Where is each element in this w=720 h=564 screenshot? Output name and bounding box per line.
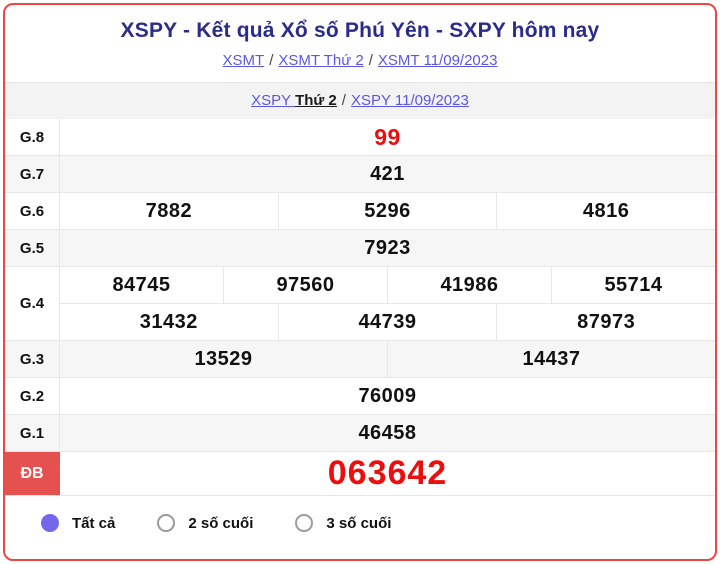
- prize-row-label: G.8: [5, 119, 60, 155]
- prize-row-g7: G.7 421: [5, 156, 715, 193]
- breadcrumb-link-xspy: XSPY: [251, 92, 291, 109]
- breadcrumb-separator: /: [368, 52, 373, 69]
- prize-row-g1: G.1 46458: [5, 415, 715, 452]
- prize-row-label: G.7: [5, 156, 60, 192]
- lottery-results-card: XSPY - Kết quả Xổ số Phú Yên - SXPY hôm …: [3, 3, 717, 561]
- prize-value: 7923: [364, 237, 411, 259]
- prize-row-label: G.1: [5, 415, 60, 451]
- breadcrumb-link-xspy-weekday[interactable]: XSPY Thứ 2: [251, 92, 337, 109]
- breadcrumb-link-xsmt-date[interactable]: XSMT 11/09/2023: [377, 52, 498, 69]
- prize-value: 76009: [358, 385, 417, 407]
- prize-value: 97560: [223, 267, 387, 303]
- prize-value: 31432: [139, 311, 198, 333]
- header: XSPY - Kết quả Xổ số Phú Yên - SXPY hôm …: [5, 5, 715, 69]
- prize-value: 4816: [496, 193, 715, 229]
- province-breadcrumb-band: XSPY Thứ 2/XSPY 11/09/2023: [5, 82, 715, 119]
- prize-row-label: G.4: [5, 267, 60, 340]
- prize-row-label: G.6: [5, 193, 60, 229]
- prize-row-label: G.2: [5, 378, 60, 414]
- breadcrumb-region: XSMT / XSMT Thứ 2/XSMT 11/09/2023: [5, 52, 715, 69]
- breadcrumb-link-xspy-date[interactable]: XSPY 11/09/2023: [350, 92, 469, 109]
- prize-value: 41986: [387, 267, 551, 303]
- breadcrumb-link-xsmt[interactable]: XSMT: [222, 52, 265, 69]
- filter-option-all[interactable]: Tất cả: [41, 514, 115, 532]
- prize-value: 421: [370, 163, 405, 185]
- prize-value: 5296: [277, 193, 497, 229]
- breadcrumb-weekday-label: Thứ 2: [295, 92, 337, 109]
- prize-row-g3: G.3 13529 14437: [5, 341, 715, 378]
- radio-icon[interactable]: [295, 514, 314, 532]
- prize-row-g2: G.2 76009: [5, 378, 715, 415]
- prize-row-label: ĐB: [5, 452, 60, 495]
- radio-icon[interactable]: [41, 514, 59, 532]
- prize-row-g8: G.8 99: [5, 119, 715, 156]
- page-title: XSPY - Kết quả Xổ số Phú Yên - SXPY hôm …: [120, 19, 600, 42]
- filter-option-last2[interactable]: 2 số cuối: [157, 514, 253, 532]
- prize-value: 99: [374, 124, 401, 150]
- prize-value: 7882: [145, 200, 193, 222]
- prize-value: 84745: [112, 274, 171, 296]
- breadcrumb-separator: /: [341, 92, 346, 109]
- prize-value: 063642: [327, 454, 448, 492]
- breadcrumb-link-xsmt-weekday[interactable]: XSMT Thứ 2: [278, 52, 364, 69]
- filter-label: 2 số cuối: [188, 514, 254, 532]
- prize-table: G.8 99 G.7 421 G.6 7882 5296 4816 G.5 7923 G.4 8474…: [5, 119, 715, 496]
- prize-value: 87973: [496, 304, 715, 340]
- filter-option-last3[interactable]: 3 số cuối: [295, 514, 391, 532]
- prize-value: 44739: [277, 304, 497, 340]
- prize-value: 14437: [387, 341, 715, 377]
- prize-row-g5: G.5 7923: [5, 230, 715, 267]
- prize-row-đb: ĐB 063642: [5, 452, 715, 496]
- prize-row-label: G.5: [5, 230, 60, 266]
- filter-label: 3 số cuối: [326, 514, 392, 532]
- filter-label: Tất cả: [72, 514, 116, 532]
- prize-value: 13529: [194, 348, 253, 370]
- breadcrumb-separator: /: [269, 52, 274, 69]
- prize-row-g4: G.4 84745 97560 41986 55714 31432 44739 87973: [5, 267, 715, 341]
- radio-icon[interactable]: [157, 514, 176, 532]
- digit-filter-bar: Tất cả 2 số cuối 3 số cuối: [5, 496, 715, 532]
- prize-row-label: G.3: [5, 341, 60, 377]
- breadcrumb-province: XSPY Thứ 2/XSPY 11/09/2023: [251, 83, 469, 119]
- prize-value: 46458: [358, 422, 417, 444]
- prize-row-g6: G.6 7882 5296 4816: [5, 193, 715, 230]
- prize-value: 55714: [551, 267, 715, 303]
